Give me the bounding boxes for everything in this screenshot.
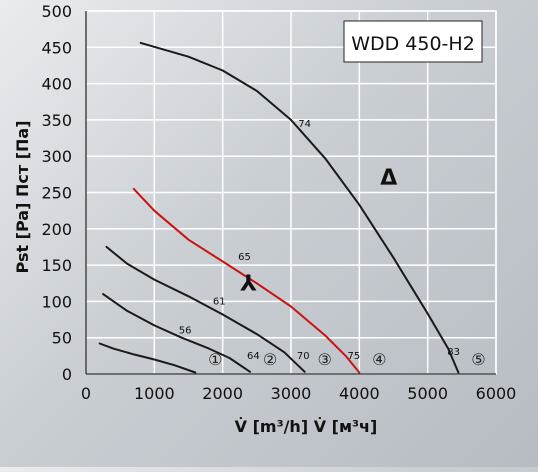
chart-title: WDD 450-H2 bbox=[351, 33, 475, 55]
series-line-3 bbox=[105, 245, 306, 373]
y-tick-label: 100 bbox=[41, 292, 72, 311]
y-tick-label: 150 bbox=[41, 256, 72, 275]
y-tick-label: 250 bbox=[41, 184, 72, 203]
x-tick-label: 4000 bbox=[339, 384, 380, 403]
y-tick-label: 300 bbox=[41, 147, 72, 166]
curve-number-marker: ② bbox=[263, 350, 277, 369]
x-tick-label: 2000 bbox=[202, 384, 243, 403]
y-tick-label: 200 bbox=[41, 220, 72, 239]
y-tick-label: 500 bbox=[41, 2, 72, 21]
curve-number-marker: ① bbox=[208, 350, 222, 369]
curve-number-marker: ③ bbox=[317, 350, 331, 369]
curve-value-label: 65 bbox=[238, 252, 251, 263]
curve-number-marker: ⑤ bbox=[471, 350, 485, 369]
curve-value-label: 56 bbox=[179, 325, 192, 336]
y-tick-label: 450 bbox=[41, 38, 72, 57]
curve-value-label: 64 bbox=[247, 351, 260, 362]
curve-number-marker: ④ bbox=[372, 350, 386, 369]
curve-value-label: 83 bbox=[447, 347, 460, 358]
axis-ticks: 0 1000 2000 3000 4000 5000 6000 0 50 100 150 200 250… bbox=[41, 2, 516, 403]
y-axis-label: Pst [Pa] Пст [Па] bbox=[13, 120, 32, 273]
grid bbox=[85, 10, 497, 375]
series-line-4 bbox=[132, 187, 361, 374]
curve-value-label: 70 bbox=[297, 351, 310, 362]
series-group: ① 56 64 ② 61 70 ③ 65 75 ④ 74 83 ⑤ Δ ⅄ bbox=[98, 41, 486, 374]
connection-symbol: ⅄ bbox=[239, 272, 257, 297]
curve-value-label: 74 bbox=[298, 119, 311, 130]
x-tick-label: 6000 bbox=[476, 384, 517, 403]
series-line-2 bbox=[102, 293, 251, 373]
x-tick-label: 1000 bbox=[134, 384, 175, 403]
x-tick-label: 5000 bbox=[407, 384, 448, 403]
x-tick-label: 3000 bbox=[271, 384, 312, 403]
x-tick-label: 0 bbox=[81, 384, 91, 403]
y-tick-label: 0 bbox=[62, 365, 72, 384]
connection-symbol: Δ bbox=[380, 166, 397, 191]
curve-value-label: 61 bbox=[213, 296, 226, 307]
series-line-1 bbox=[98, 342, 197, 374]
y-tick-label: 400 bbox=[41, 75, 72, 94]
y-tick-label: 50 bbox=[52, 329, 72, 348]
series-line-5 bbox=[139, 41, 460, 374]
x-axis-label: V̇ [m³/h] V̇ [м³ч] bbox=[235, 417, 378, 436]
curve-value-label: 75 bbox=[347, 351, 360, 362]
title-box: WDD 450-H2 bbox=[343, 20, 483, 63]
y-tick-label: 350 bbox=[41, 111, 72, 130]
